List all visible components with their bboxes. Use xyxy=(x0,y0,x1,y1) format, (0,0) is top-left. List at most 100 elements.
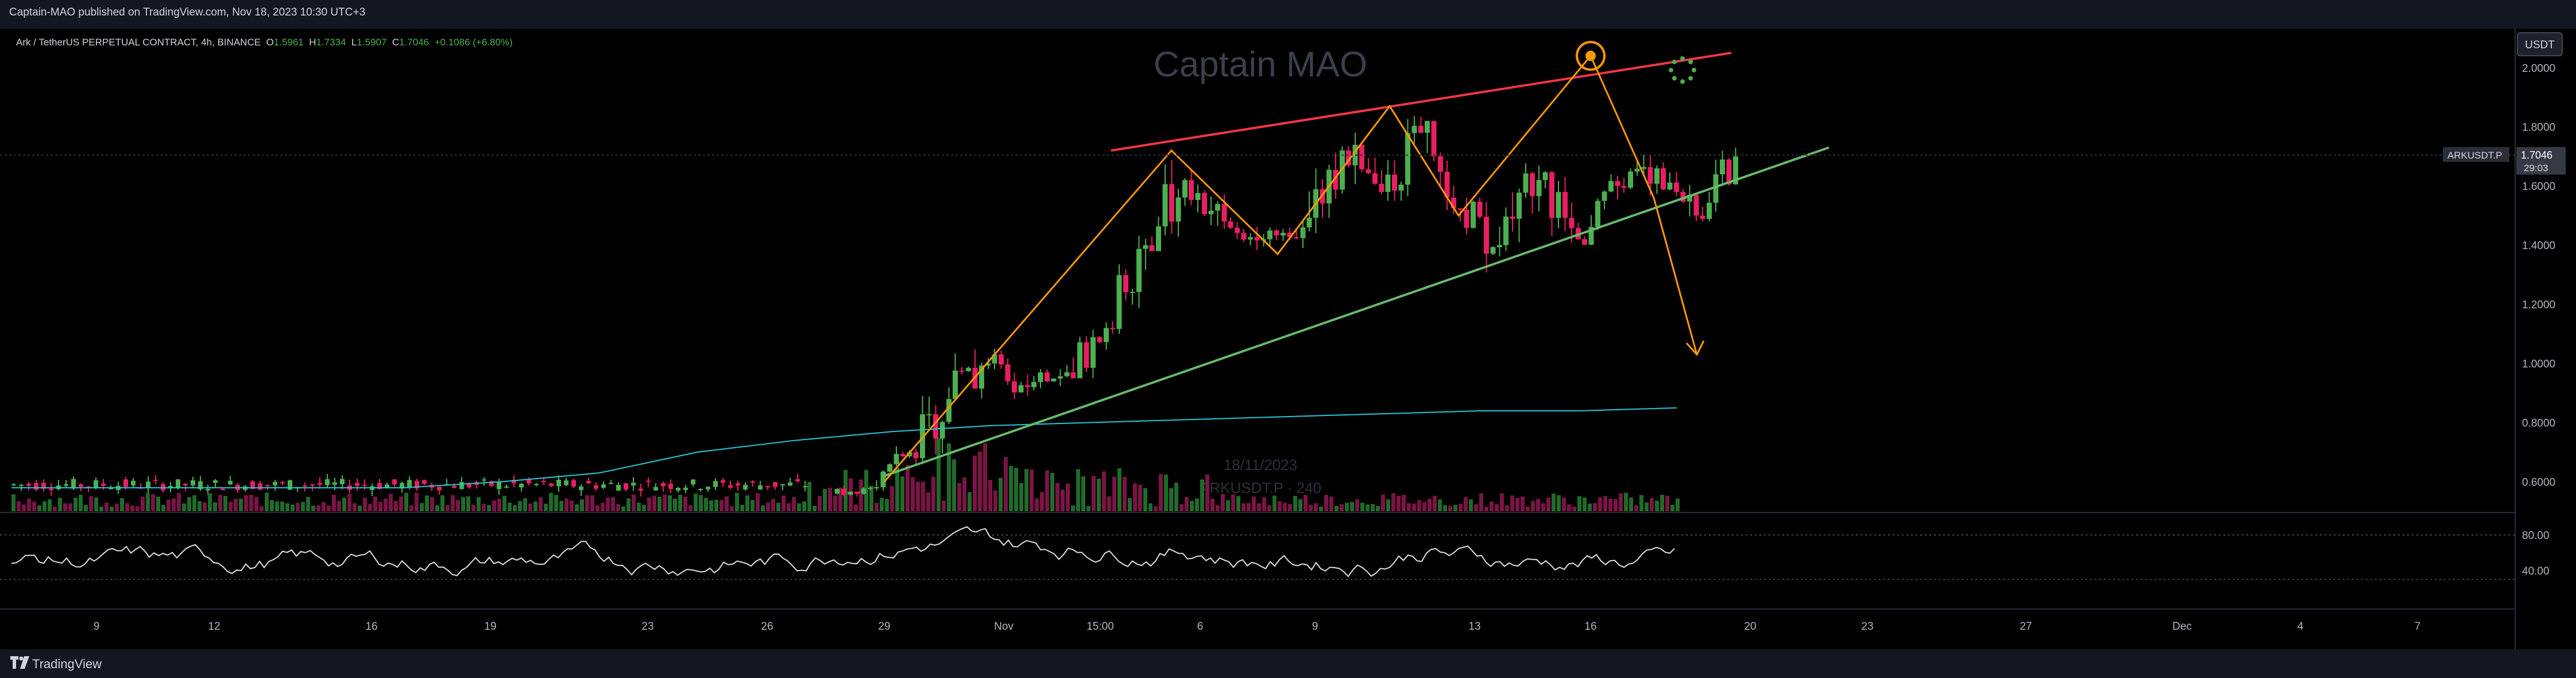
volume-bar xyxy=(1035,498,1039,511)
volume-bar xyxy=(1045,470,1049,511)
candle-body xyxy=(407,480,412,487)
candle-body xyxy=(1090,337,1096,368)
volume-bar xyxy=(833,495,837,511)
volume-bar xyxy=(999,477,1003,511)
volume-bar xyxy=(1345,503,1349,511)
candle-body xyxy=(392,479,397,485)
candle-body xyxy=(377,483,382,489)
candle-body xyxy=(1726,159,1732,184)
chart-background xyxy=(0,29,2576,649)
candle-body xyxy=(1202,192,1207,214)
candle-body xyxy=(1628,171,1633,188)
volume-bar xyxy=(1247,503,1251,511)
volume-bar xyxy=(508,502,512,511)
volume-bar xyxy=(1174,483,1178,511)
volume-bar xyxy=(1443,505,1447,511)
symbol-legend[interactable]: Ark / TetherUS PERPETUAL CONTRACT, 4h, B… xyxy=(16,37,513,48)
candle-body xyxy=(228,480,233,484)
candle-body xyxy=(1274,230,1279,236)
volume-bar xyxy=(234,499,238,511)
candle-body xyxy=(280,482,285,484)
volume-bar xyxy=(1360,502,1364,511)
ohlc-low: 1.5907 xyxy=(357,37,387,48)
ohlc-high-label: H xyxy=(309,37,316,48)
volume-bar xyxy=(1030,469,1034,511)
volume-bar xyxy=(1603,496,1607,511)
candle-body xyxy=(668,483,673,490)
candle-body xyxy=(459,481,464,490)
volume-bar xyxy=(1066,483,1070,511)
volume-bar xyxy=(1200,479,1204,511)
volume-bar xyxy=(94,497,98,511)
volume-bar xyxy=(1402,495,1406,511)
volume-bar xyxy=(1138,484,1142,511)
volume-bar xyxy=(1009,466,1013,511)
volume-bar xyxy=(492,500,496,511)
spinner-dot xyxy=(1680,56,1685,61)
volume-bar xyxy=(689,505,693,511)
candle-body xyxy=(1084,342,1089,368)
volume-bar xyxy=(1355,499,1359,511)
price-tick-label: 0.8000 xyxy=(2522,418,2555,430)
volume-bar xyxy=(942,500,946,511)
volume-bar xyxy=(487,505,491,511)
candle-body xyxy=(1713,174,1719,203)
candle-body xyxy=(795,479,800,481)
volume-bar xyxy=(911,477,915,511)
volume-bar xyxy=(409,505,413,511)
volume-bar xyxy=(167,499,171,511)
candle-body xyxy=(1431,121,1437,157)
volume-bar xyxy=(580,499,584,511)
chart-canvas[interactable]: Captain MAO 18/11/2023 ARKUSDT.P · 240 2.00… xyxy=(0,0,2576,649)
volume-bar xyxy=(673,498,677,511)
volume-bar xyxy=(973,455,977,511)
volume-bar xyxy=(890,486,894,511)
candle-body xyxy=(959,370,965,372)
candle-body xyxy=(1287,233,1293,237)
time-tick-label: 23 xyxy=(1861,621,1873,633)
candle-body xyxy=(123,479,128,487)
volume-bar xyxy=(1572,506,1576,511)
candle-body xyxy=(1411,125,1417,133)
volume-bar xyxy=(1660,495,1664,511)
candle-body xyxy=(743,484,748,490)
volume-bar xyxy=(456,500,460,511)
volume-bar xyxy=(952,459,956,511)
ticker-badge-bg xyxy=(2443,147,2509,162)
volume-bar xyxy=(48,499,52,511)
rsi-tick-label: 80.00 xyxy=(2522,530,2550,542)
volume-bar xyxy=(1433,495,1437,511)
candle-body xyxy=(1680,192,1686,202)
price-tick-label: 1.6000 xyxy=(2522,181,2555,193)
volume-bar xyxy=(239,498,243,511)
volume-bar xyxy=(823,489,827,511)
bottom-bar: TradingView xyxy=(0,649,2576,678)
volume-bar xyxy=(471,504,475,511)
volume-bar xyxy=(384,498,388,511)
volume-bar xyxy=(523,498,527,511)
volume-bar xyxy=(198,501,202,511)
volume-bar xyxy=(1288,504,1292,511)
candle-body xyxy=(966,368,971,371)
candle-body xyxy=(534,484,539,486)
candle-body xyxy=(527,479,531,484)
time-tick-label: 6 xyxy=(1197,621,1204,633)
volume-bar xyxy=(1324,495,1328,511)
volume-bar xyxy=(399,496,403,511)
volume-bar xyxy=(1257,503,1261,511)
volume-bar xyxy=(570,500,574,511)
time-tick-label: 20 xyxy=(1744,621,1756,633)
candle-body xyxy=(1379,183,1384,192)
volume-bar xyxy=(1055,483,1059,511)
currency-unit-button[interactable]: USDT xyxy=(2517,32,2563,56)
volume-bar xyxy=(637,502,641,511)
time-tick-label: 16 xyxy=(1584,621,1596,633)
volume-bar xyxy=(451,495,455,511)
volume-bar xyxy=(1210,498,1214,511)
candle-body xyxy=(1294,237,1299,238)
volume-bar xyxy=(1391,493,1395,511)
price-tick-label: 2.0000 xyxy=(2522,63,2555,75)
spinner-dot xyxy=(1688,76,1693,81)
candle-body xyxy=(1162,184,1168,227)
volume-bar xyxy=(1417,500,1421,511)
